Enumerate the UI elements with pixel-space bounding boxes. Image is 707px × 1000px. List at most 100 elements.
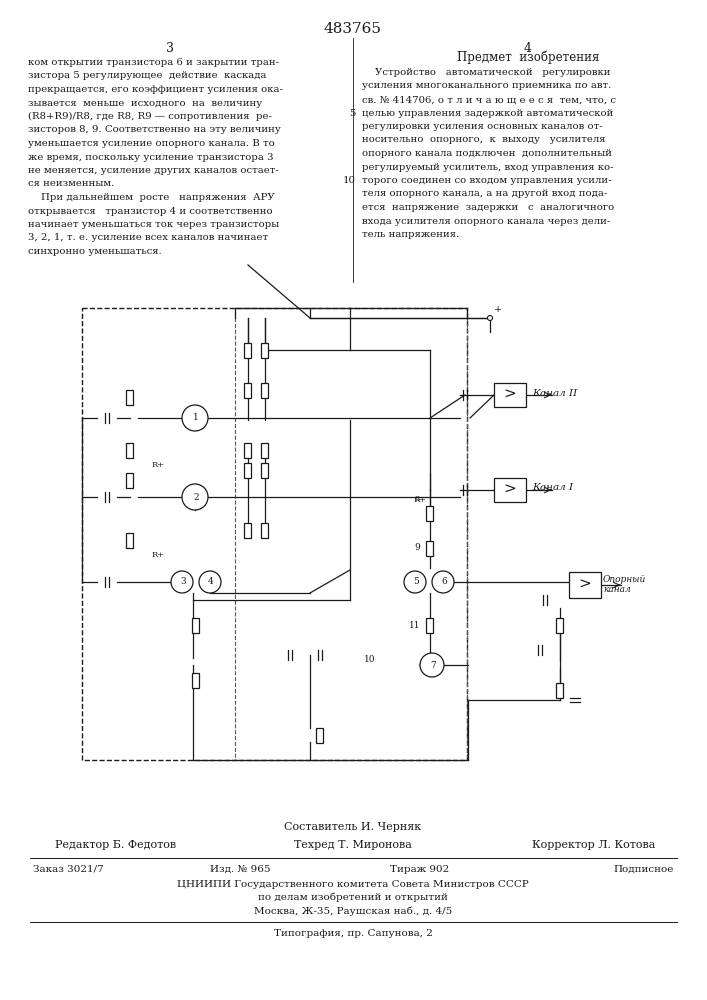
Text: канал: канал	[603, 585, 631, 594]
Text: зывается  меньше  исходного  на  величину: зывается меньше исходного на величину	[28, 99, 262, 107]
Text: 10: 10	[343, 176, 356, 185]
Text: регулировки усиления основных каналов от-: регулировки усиления основных каналов от…	[362, 122, 602, 131]
Text: прекращается, его коэффициент усиления ока-: прекращается, его коэффициент усиления о…	[28, 85, 283, 94]
Bar	[192, 617, 199, 633]
Text: регулируемый усилитель, вход управления ко-: регулируемый усилитель, вход управления …	[362, 162, 614, 172]
Circle shape	[488, 316, 493, 320]
Bar	[317, 728, 324, 742]
Bar	[262, 442, 269, 458]
Text: усиления многоканального приемника по авт.: усиления многоканального приемника по ав…	[362, 82, 612, 91]
Text: 5: 5	[350, 108, 356, 117]
Bar	[127, 442, 134, 458]
Bar	[245, 442, 252, 458]
Text: 4: 4	[524, 42, 532, 55]
Text: >: >	[503, 388, 516, 402]
Bar	[262, 342, 269, 358]
Text: Корректор Л. Котова: Корректор Л. Котова	[532, 840, 655, 850]
Text: же время, поскольку усиление транзистора 3: же время, поскольку усиление транзистора…	[28, 152, 274, 161]
Circle shape	[199, 571, 221, 593]
Text: 7: 7	[430, 660, 436, 670]
Circle shape	[432, 571, 454, 593]
Bar	[426, 506, 433, 520]
Text: Тираж 902: Тираж 902	[390, 865, 449, 874]
Bar	[494, 478, 526, 502]
Text: Техред Т. Миронова: Техред Т. Миронова	[294, 840, 412, 850]
Text: 5: 5	[413, 578, 419, 586]
Text: +: +	[494, 305, 502, 314]
Text: Составитель И. Черняк: Составитель И. Черняк	[284, 822, 421, 832]
Text: 3: 3	[180, 578, 186, 586]
Circle shape	[182, 405, 208, 431]
Circle shape	[404, 571, 426, 593]
Text: >: >	[503, 483, 516, 497]
Text: Заказ 3021/7: Заказ 3021/7	[33, 865, 104, 874]
Text: 8: 8	[414, 495, 420, 503]
Text: Канал I: Канал I	[532, 484, 573, 492]
Text: R+: R+	[414, 496, 427, 504]
Text: ЦНИИПИ Государственного комитета Совета Министров СССР: ЦНИИПИ Государственного комитета Совета …	[177, 880, 529, 889]
Text: ся неизменным.: ся неизменным.	[28, 180, 115, 188]
Text: (R8+R9)/R8, где R8, R9 — сопротивления  ре-: (R8+R9)/R8, где R8, R9 — сопротивления р…	[28, 112, 272, 121]
Text: Изд. № 965: Изд. № 965	[210, 865, 271, 874]
Text: открывается   транзистор 4 и соответственно: открывается транзистор 4 и соответственн…	[28, 207, 273, 216]
Circle shape	[182, 484, 208, 510]
Bar	[494, 383, 526, 407]
Text: синхронно уменьшаться.: синхронно уменьшаться.	[28, 247, 162, 256]
Text: 1: 1	[193, 414, 199, 422]
Bar	[262, 522, 269, 538]
Text: св. № 414706, о т л и ч а ю щ е е с я  тем, что, с: св. № 414706, о т л и ч а ю щ е е с я те…	[362, 95, 616, 104]
Bar	[426, 617, 433, 633]
Text: опорного канала подключен  дополнительный: опорного канала подключен дополнительный	[362, 149, 612, 158]
Text: Канал II: Канал II	[532, 388, 577, 397]
Bar	[262, 382, 269, 397]
Text: Предмет  изобретения: Предмет изобретения	[457, 50, 600, 64]
Text: тель напряжения.: тель напряжения.	[362, 230, 460, 239]
Bar	[192, 672, 199, 688]
Text: 11: 11	[409, 620, 420, 630]
Text: зистора 5 регулирующее  действие  каскада: зистора 5 регулирующее действие каскада	[28, 72, 267, 81]
Text: теля опорного канала, а на другой вход пода-: теля опорного канала, а на другой вход п…	[362, 190, 607, 198]
Text: уменьшается усиление опорного канала. В то: уменьшается усиление опорного канала. В …	[28, 139, 275, 148]
Text: Опорный: Опорный	[603, 576, 646, 584]
Text: R+: R+	[151, 461, 165, 469]
Text: по делам изобретений и открытий: по делам изобретений и открытий	[258, 893, 448, 902]
Bar	[245, 382, 252, 397]
Circle shape	[420, 653, 444, 677]
Text: При дальнейшем  росте   напряжения  АРУ: При дальнейшем росте напряжения АРУ	[28, 193, 275, 202]
Text: целью управления задержкой автоматической: целью управления задержкой автоматическо…	[362, 108, 614, 117]
Text: ком открытии транзистора 6 и закрытии тран-: ком открытии транзистора 6 и закрытии тр…	[28, 58, 279, 67]
Bar	[556, 617, 563, 633]
Text: ется  напряжение  задержки   с  аналогичного: ется напряжение задержки с аналогичного	[362, 203, 614, 212]
Bar	[127, 389, 134, 404]
Text: 9: 9	[414, 544, 420, 552]
Text: торого соединен со входом управления усили-: торого соединен со входом управления уси…	[362, 176, 612, 185]
Text: 6: 6	[441, 578, 447, 586]
Bar	[235, 308, 467, 760]
Text: R+: R+	[151, 551, 165, 559]
Text: 4: 4	[208, 578, 214, 586]
Text: носительно  опорного,  к  выходу   усилителя: носительно опорного, к выходу усилителя	[362, 135, 605, 144]
Text: не меняется, усиление других каналов остает-: не меняется, усиление других каналов ост…	[28, 166, 279, 175]
Bar	[556, 682, 563, 698]
Bar	[82, 308, 467, 760]
Text: 3, 2, 1, т. е. усиление всех каналов начинает: 3, 2, 1, т. е. усиление всех каналов нач…	[28, 233, 268, 242]
Text: входа усилителя опорного канала через дели-: входа усилителя опорного канала через де…	[362, 217, 610, 226]
Bar	[426, 540, 433, 556]
Text: зисторов 8, 9. Соответственно на эту величину: зисторов 8, 9. Соответственно на эту вел…	[28, 125, 281, 134]
Text: 3: 3	[166, 42, 174, 55]
Bar	[245, 522, 252, 538]
Text: Подписное: Подписное	[614, 865, 674, 874]
Text: начинает уменьшаться ток через транзисторы: начинает уменьшаться ток через транзисто…	[28, 220, 279, 229]
Bar	[245, 462, 252, 478]
Text: >: >	[578, 578, 591, 592]
Text: Устройство   автоматической   регулировки: Устройство автоматической регулировки	[362, 68, 611, 77]
Text: 10: 10	[364, 656, 375, 664]
Text: Типография, пр. Сапунова, 2: Типография, пр. Сапунова, 2	[274, 929, 433, 938]
Bar	[262, 462, 269, 478]
Text: 483765: 483765	[324, 22, 382, 36]
Text: 2: 2	[193, 492, 199, 502]
Bar	[569, 572, 601, 598]
Bar	[127, 532, 134, 548]
Bar	[245, 342, 252, 358]
Text: Редактор Б. Федотов: Редактор Б. Федотов	[55, 840, 176, 850]
